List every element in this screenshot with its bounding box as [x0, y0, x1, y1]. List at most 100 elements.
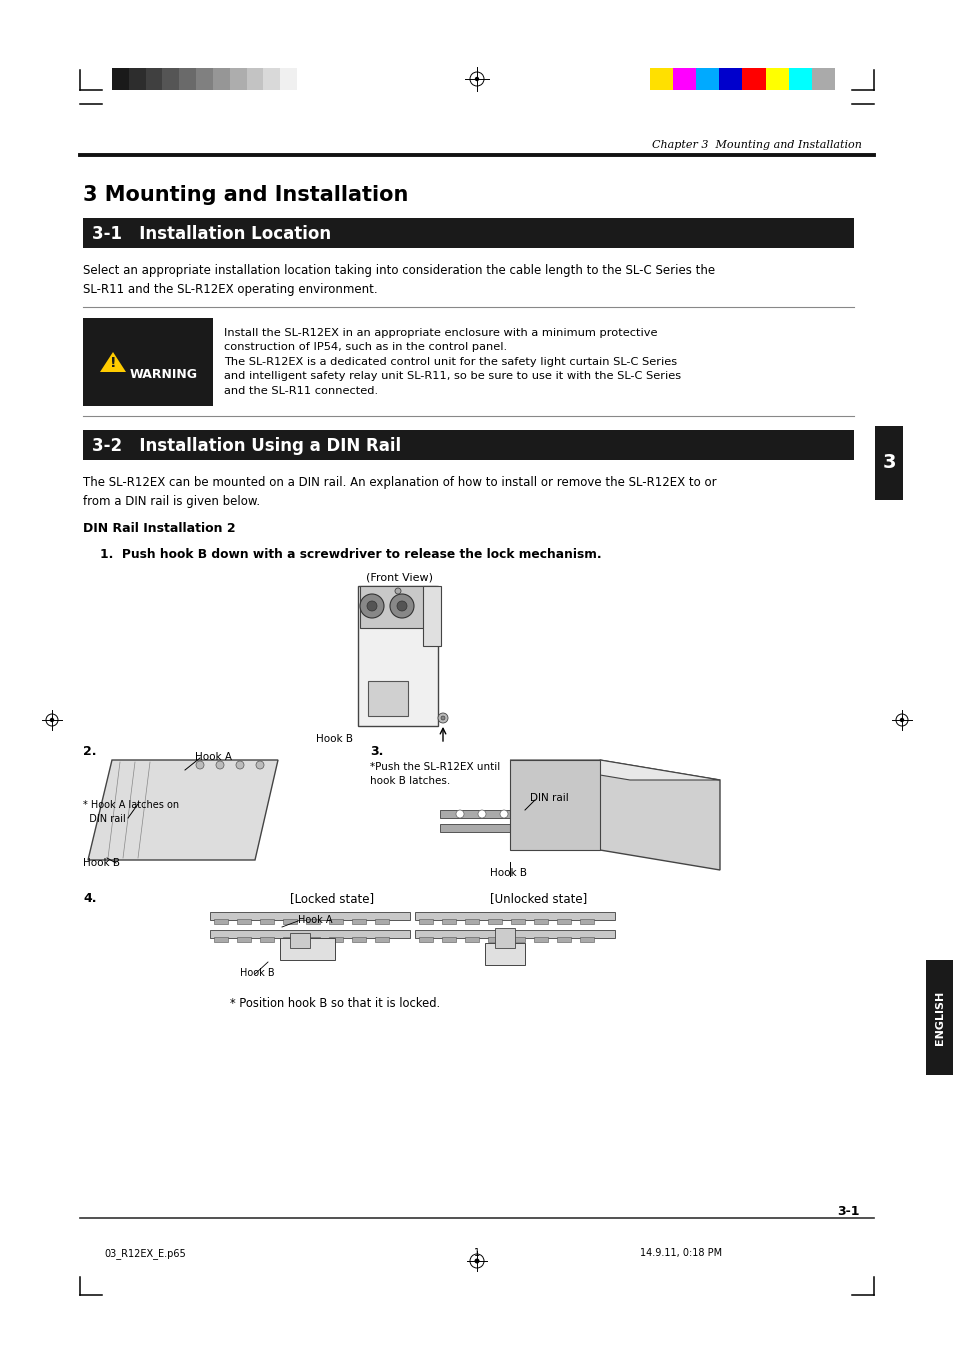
Circle shape: [437, 713, 448, 723]
Bar: [534, 938, 547, 942]
Circle shape: [521, 811, 530, 817]
Text: Chapter 3  Mounting and Installation: Chapter 3 Mounting and Installation: [652, 141, 862, 150]
Bar: [484, 943, 524, 965]
Text: 3: 3: [882, 454, 895, 473]
Circle shape: [367, 601, 376, 611]
Bar: [788, 68, 811, 91]
Bar: [236, 919, 251, 924]
Bar: [290, 934, 310, 948]
Polygon shape: [510, 761, 599, 850]
Text: *Push the SL-R12EX until
hook B latches.: *Push the SL-R12EX until hook B latches.: [370, 762, 499, 786]
Bar: [260, 938, 274, 942]
Bar: [557, 919, 571, 924]
Bar: [236, 938, 251, 942]
Polygon shape: [88, 761, 277, 861]
Text: (Front View): (Front View): [366, 571, 433, 582]
Bar: [579, 919, 594, 924]
Circle shape: [543, 811, 552, 817]
Text: Hook A: Hook A: [297, 915, 333, 925]
Bar: [811, 68, 834, 91]
Bar: [765, 68, 788, 91]
Bar: [359, 586, 436, 628]
Bar: [280, 938, 335, 961]
Bar: [213, 68, 230, 91]
Bar: [213, 919, 228, 924]
Text: Hook B: Hook B: [83, 858, 120, 867]
Bar: [557, 938, 571, 942]
Bar: [488, 938, 501, 942]
Bar: [579, 938, 594, 942]
Text: 1.  Push hook B down with a screwdriver to release the lock mechanism.: 1. Push hook B down with a screwdriver t…: [100, 549, 601, 561]
Text: 03_R12EX_E.p65: 03_R12EX_E.p65: [104, 1248, 186, 1259]
Circle shape: [390, 594, 414, 617]
Text: DIN Rail Installation 2: DIN Rail Installation 2: [83, 521, 235, 535]
Bar: [210, 929, 410, 938]
Bar: [283, 938, 296, 942]
Bar: [352, 919, 366, 924]
Bar: [230, 68, 246, 91]
Bar: [352, 938, 366, 942]
Text: 3 Mounting and Installation: 3 Mounting and Installation: [83, 185, 408, 205]
Bar: [696, 68, 719, 91]
Bar: [741, 68, 765, 91]
Bar: [925, 961, 953, 1075]
Circle shape: [215, 761, 224, 769]
Bar: [415, 912, 615, 920]
Bar: [368, 681, 408, 716]
Bar: [329, 919, 343, 924]
Text: The SL-R12EX can be mounted on a DIN rail. An explanation of how to install or r: The SL-R12EX can be mounted on a DIN rai…: [83, 476, 716, 508]
Bar: [260, 919, 274, 924]
Text: 3-1   Installation Location: 3-1 Installation Location: [91, 226, 331, 243]
Text: Hook A: Hook A: [194, 753, 232, 762]
Bar: [415, 929, 615, 938]
Text: Hook B: Hook B: [315, 734, 353, 744]
Bar: [441, 938, 456, 942]
Bar: [329, 938, 343, 942]
Bar: [649, 68, 673, 91]
Text: !: !: [110, 357, 116, 370]
Text: 3-1: 3-1: [837, 1205, 859, 1219]
Bar: [263, 68, 280, 91]
Bar: [283, 919, 296, 924]
Bar: [874, 426, 902, 500]
Text: * Position hook B so that it is locked.: * Position hook B so that it is locked.: [230, 997, 439, 1011]
Circle shape: [396, 601, 407, 611]
Text: WARNING: WARNING: [130, 369, 198, 381]
Circle shape: [475, 77, 478, 81]
Text: Hook B: Hook B: [490, 867, 526, 878]
Bar: [439, 824, 589, 832]
Text: Install the SL-R12EX in an appropriate enclosure with a minimum protective
const: Install the SL-R12EX in an appropriate e…: [224, 328, 680, 396]
Circle shape: [195, 761, 204, 769]
Bar: [511, 919, 524, 924]
Bar: [213, 938, 228, 942]
Bar: [495, 928, 515, 948]
Polygon shape: [510, 761, 720, 780]
Bar: [418, 938, 433, 942]
Bar: [306, 938, 319, 942]
Text: Select an appropriate installation location taking into consideration the cable : Select an appropriate installation locat…: [83, 263, 715, 296]
Text: 2.: 2.: [83, 744, 96, 758]
Bar: [280, 68, 296, 91]
Bar: [375, 919, 389, 924]
Circle shape: [900, 719, 902, 721]
Text: 1: 1: [474, 1248, 479, 1258]
Circle shape: [456, 811, 463, 817]
Bar: [464, 919, 478, 924]
Bar: [441, 919, 456, 924]
Circle shape: [51, 719, 53, 721]
Text: 14.9.11, 0:18 PM: 14.9.11, 0:18 PM: [639, 1248, 721, 1258]
Text: * Hook A latches on
  DIN rail: * Hook A latches on DIN rail: [83, 800, 179, 824]
Circle shape: [359, 594, 384, 617]
Bar: [464, 938, 478, 942]
Text: ENGLISH: ENGLISH: [934, 990, 944, 1044]
Bar: [112, 68, 129, 91]
Bar: [719, 68, 741, 91]
Text: 3.: 3.: [370, 744, 383, 758]
Bar: [179, 68, 196, 91]
Bar: [534, 919, 547, 924]
Bar: [146, 68, 162, 91]
Text: [Locked state]: [Locked state]: [290, 892, 374, 905]
Bar: [83, 317, 213, 407]
Bar: [196, 68, 213, 91]
Circle shape: [235, 761, 244, 769]
